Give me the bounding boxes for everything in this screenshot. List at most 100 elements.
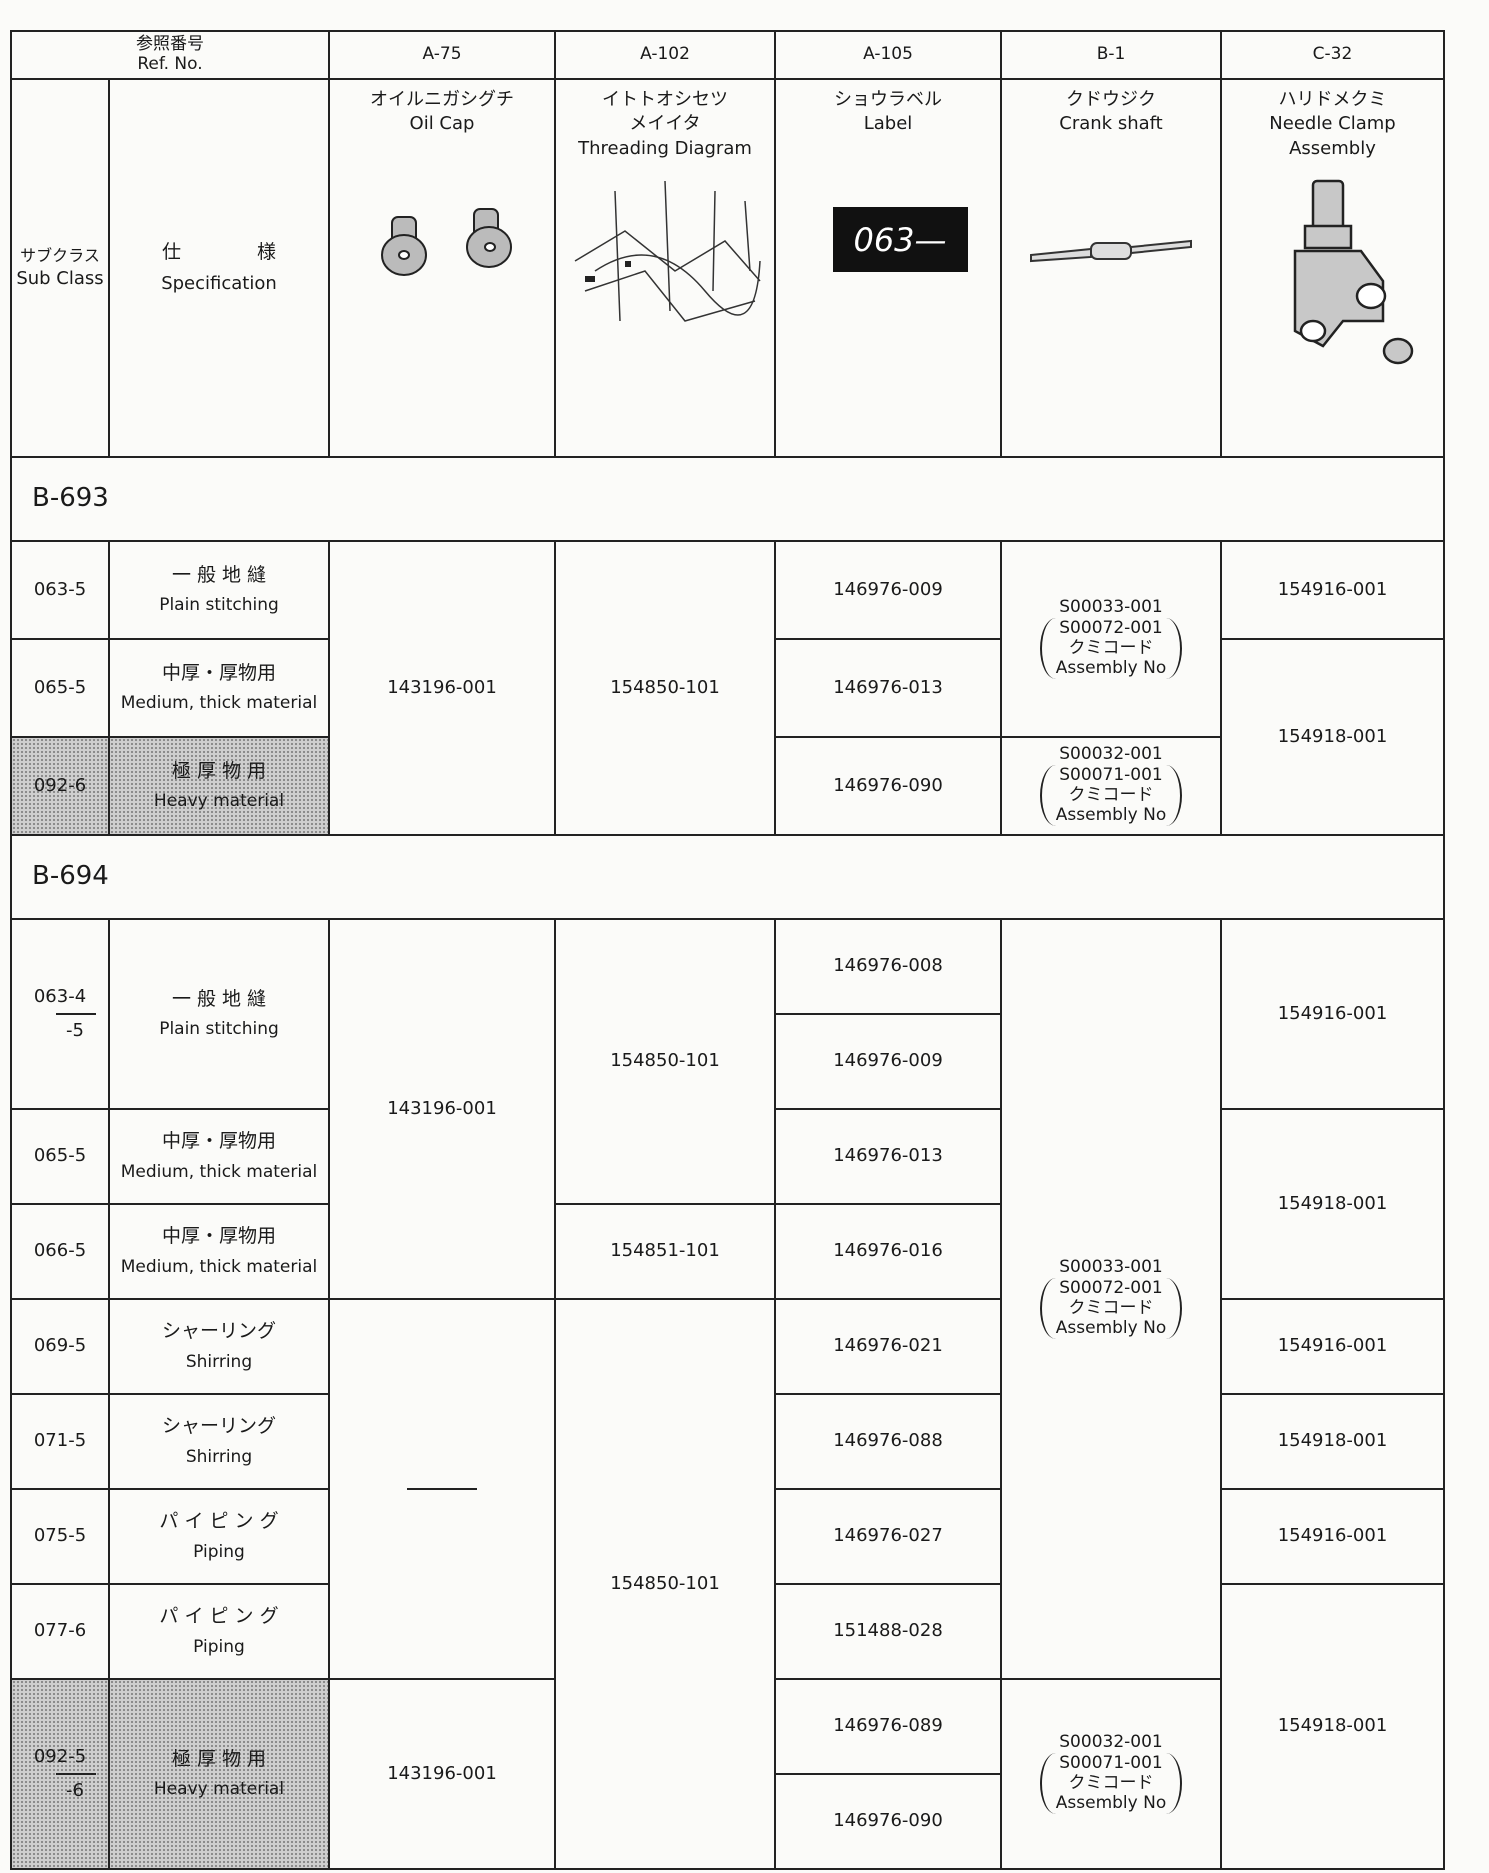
shape [574, 229, 761, 282]
part-no: S00072-001 [1059, 617, 1163, 638]
spec-en: Specification [161, 272, 277, 294]
name-en: Oil Cap [409, 113, 475, 135]
name-en: Label [863, 113, 913, 135]
shape [484, 241, 496, 252]
part-no: 146976-089 [774, 1678, 1002, 1775]
row: 092-6 極 厚 物 用 Heavy material 146976-090 S… [10, 736, 1444, 836]
spec-ja: パ イ ピ ン グ [159, 1605, 279, 1628]
spec-en: Piping [193, 1541, 245, 1562]
spec: 一 般 地 縫 Plain stitching [108, 540, 330, 640]
row: 069-5 シャーリング Shirring 154850-101 146976-0… [10, 1298, 1445, 1870]
needle-clamp-image [1293, 179, 1413, 365]
shape [1311, 179, 1344, 233]
spec: 一 般 地 縫 Plain stitching [108, 918, 330, 1110]
shape [1030, 239, 1192, 262]
sub-class: 092-6 [10, 736, 110, 836]
assembly: S00033-001 S00072-001 クミコード Assembly No [1000, 540, 1222, 738]
shape [1299, 319, 1326, 343]
spec: パ イ ピ ン グ Piping [108, 1583, 330, 1680]
part-no: 151488-028 [774, 1583, 1002, 1680]
sub-class: 075-5 [10, 1488, 110, 1585]
spec-ja: シャーリング [161, 1320, 276, 1343]
assembly-text: S00033-001 S00072-001 クミコード Assembly No [1039, 1257, 1183, 1339]
part-no: S00071-001 [1059, 764, 1163, 785]
paren: S00072-001 クミコード Assembly No [1039, 617, 1183, 679]
part-no: 146976-027 [774, 1488, 1002, 1585]
paren: S00072-001 クミコード Assembly No [1039, 1277, 1183, 1339]
assembly-text: S00032-001 S00071-001 クミコード Assembly No [1039, 744, 1183, 826]
name-ja: オイルニガシグチ [370, 89, 514, 110]
assembly: S00032-001 S00071-001 クミコード Assembly No [1000, 736, 1222, 836]
sub-class: 092-5 -6 [10, 1678, 110, 1870]
part-no: S00033-001 [1059, 1257, 1163, 1278]
sub-class-text: -6 [66, 1780, 84, 1801]
spec: パ イ ピ ン グ Piping [108, 1488, 330, 1585]
spec-en: Plain stitching [159, 1019, 279, 1040]
assembly-en: Assembly No [1055, 805, 1167, 826]
assembly-ja: クミコード [1068, 785, 1154, 806]
part-no: 146976-090 [774, 736, 1002, 836]
ref-cell: C-32 [1220, 30, 1445, 80]
part-no: 154916-001 [1220, 540, 1445, 640]
row: 065-5 中厚・厚物用 Medium, thick material 14697… [10, 638, 1445, 836]
sub-class-en: Sub Class [16, 267, 104, 289]
oil-cap-image [381, 207, 512, 276]
part-no: 154916-001 [1220, 1298, 1445, 1395]
name-ja: クドウジク [1066, 89, 1156, 110]
part-no: 146976-088 [774, 1393, 1002, 1490]
spec-ja: 極 厚 物 用 [171, 759, 267, 782]
divider [56, 1773, 96, 1775]
sub-class-ja: サブクラス [20, 246, 100, 266]
header-row: サブクラス Sub Class 仕 様 Specification オイルニガシグチ… [10, 78, 1445, 458]
sub-class: 066-5 [10, 1203, 110, 1300]
name-ja: ショウラベル [834, 89, 942, 110]
spec-header: 仕 様 Specification [108, 78, 330, 458]
shape [1382, 337, 1413, 365]
spec: 中厚・厚物用 Medium, thick material [108, 1203, 330, 1300]
spec-en: Medium, thick material [120, 1161, 318, 1182]
shape [1355, 282, 1386, 310]
row: 063-4 -5 一 般 地 縫 Plain stitching 143196-00… [10, 918, 1445, 1680]
spec: 中厚・厚物用 Medium, thick material [108, 1108, 330, 1205]
spec-ja: 仕 様 [161, 241, 277, 264]
row: 065-5 中厚・厚物用 Medium, thick material 14697… [10, 1108, 1445, 1300]
group-row: B-693 [10, 456, 1445, 542]
shape [833, 206, 968, 272]
spec: シャーリング Shirring [108, 1393, 330, 1490]
shape [625, 260, 631, 267]
assembly: S00032-001 S00071-001 クミコード Assembly No [1000, 1678, 1222, 1870]
row: 075-5 パ イ ピ ン グ Piping 146976-027 154916-… [10, 1488, 1445, 1585]
dash [407, 1488, 477, 1490]
column-header: オイルニガシグチ Oil Cap [328, 78, 556, 458]
part-no: 143196-001 [328, 918, 556, 1300]
spec-ja: 中厚・厚物用 [161, 661, 276, 684]
part-no: S00071-001 [1059, 1752, 1163, 1773]
part-no: S00033-001 [1059, 597, 1163, 618]
ref-no-en: Ref. No. [137, 54, 203, 74]
assembly-text: S00033-001 S00072-001 クミコード Assembly No [1039, 597, 1183, 679]
label-image-text: 063— [853, 221, 946, 259]
shape [1130, 239, 1192, 254]
shape [1030, 247, 1092, 262]
header-row: 参照番号 Ref. No. A-75 A-102 A-105 B-1 C-32 [10, 30, 1445, 80]
shape [585, 260, 631, 282]
part-no: S00032-001 [1059, 744, 1163, 765]
column-header: ハリドメクミ Needle Clamp Assembly [1220, 78, 1445, 458]
part-no: 146976-021 [774, 1298, 1002, 1395]
spec-ja: パ イ ピ ン グ [159, 1510, 279, 1533]
shape [614, 180, 751, 321]
part-no: S00032-001 [1059, 1732, 1163, 1753]
part-no: 154851-101 [554, 1203, 776, 1300]
sub-class: 063-5 [10, 540, 110, 640]
shape [381, 207, 512, 276]
column-header: ショウラベル Label 063— [774, 78, 1002, 458]
label-image: 063— [833, 206, 968, 272]
part-no: 146976-009 [774, 540, 1002, 640]
assembly-ja: クミコード [1068, 1298, 1154, 1319]
spec-en: Medium, thick material [120, 1256, 318, 1277]
part-no: 154850-101 [554, 1298, 776, 1870]
shape [585, 275, 595, 282]
column-header: イトトオシセツ メイイタ Threading Diagram [554, 78, 776, 458]
part-no: 154918-001 [1220, 638, 1445, 836]
sub-class-text: -5 [66, 1020, 84, 1041]
